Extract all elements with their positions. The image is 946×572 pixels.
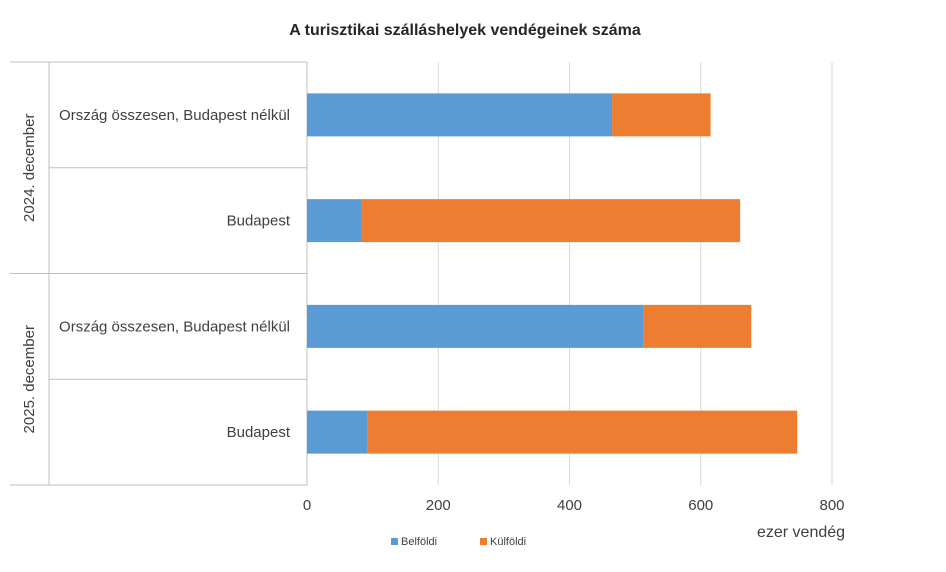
legend-swatch-külföldi bbox=[480, 538, 487, 545]
category-label-2: Ország összesen, Budapest nélkül bbox=[59, 318, 290, 335]
legend-label-külföldi: Külföldi bbox=[490, 536, 526, 548]
category-label-1: Budapest bbox=[227, 213, 291, 230]
bar-külföldi-3 bbox=[367, 410, 798, 454]
bar-külföldi-2 bbox=[643, 304, 752, 348]
chart-title: A turisztikai szálláshelyek vendégeinek … bbox=[289, 22, 641, 39]
x-tick-600: 600 bbox=[688, 497, 713, 514]
x-tick-0: 0 bbox=[303, 497, 311, 514]
group-label-0: 2024. december bbox=[21, 114, 38, 222]
x-tick-labels: 0 200 400 600 800 bbox=[303, 497, 845, 514]
bar-belföldi-1 bbox=[307, 199, 362, 243]
bar-belföldi-0 bbox=[307, 93, 613, 137]
x-axis-unit-label: ezer vendég bbox=[757, 524, 845, 541]
x-tick-800: 800 bbox=[819, 497, 844, 514]
legend-label-belföldi: Belföldi bbox=[401, 536, 437, 548]
x-tick-200: 200 bbox=[426, 497, 451, 514]
bar-belföldi-3 bbox=[307, 410, 368, 454]
bars bbox=[307, 93, 798, 454]
group-label-1: 2025. december bbox=[21, 325, 38, 433]
legend: Belföldi Külföldi bbox=[391, 536, 526, 548]
bar-belföldi-2 bbox=[307, 304, 644, 348]
group-labels: 2024. december 2025. december bbox=[21, 114, 38, 434]
category-labels: Ország összesen, Budapest nélkül Budapest… bbox=[59, 107, 291, 441]
x-tick-400: 400 bbox=[557, 497, 582, 514]
bar-külföldi-0 bbox=[612, 93, 711, 137]
bar-külföldi-1 bbox=[361, 199, 741, 243]
category-axis-frame bbox=[10, 61, 308, 486]
legend-swatch-belföldi bbox=[391, 538, 398, 545]
category-label-3: Budapest bbox=[227, 424, 291, 441]
category-label-0: Ország összesen, Budapest nélkül bbox=[59, 107, 290, 124]
